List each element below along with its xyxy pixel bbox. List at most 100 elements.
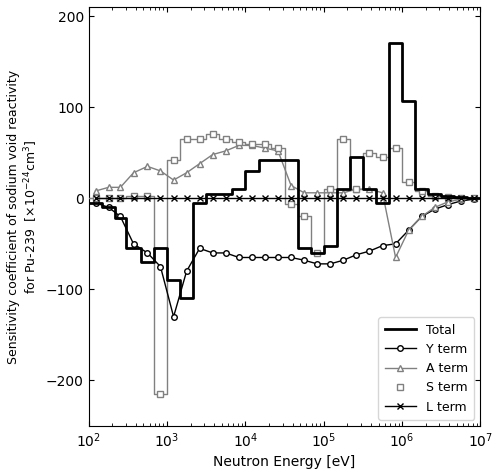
Y term bbox=[366, 248, 372, 254]
S term bbox=[314, 250, 320, 256]
Y term bbox=[210, 250, 216, 256]
Y-axis label: Sensitivity coefficient of sodium void reactivity
for Pu-239  [×10$^{-24}$cm$^3$: Sensitivity coefficient of sodium void r… bbox=[7, 69, 40, 364]
S term bbox=[432, 193, 438, 198]
Y term bbox=[92, 200, 98, 206]
S term bbox=[275, 145, 281, 151]
S term bbox=[471, 196, 477, 201]
Line: S term: S term bbox=[93, 132, 476, 397]
L term bbox=[314, 196, 320, 201]
Line: Total: Total bbox=[88, 43, 480, 298]
L term bbox=[380, 196, 386, 201]
Line: Y term: Y term bbox=[93, 197, 476, 319]
Total bbox=[216, 191, 222, 197]
S term bbox=[106, 196, 112, 201]
Total bbox=[230, 191, 235, 197]
A term bbox=[118, 185, 124, 190]
S term bbox=[380, 154, 386, 160]
Y term bbox=[170, 314, 176, 319]
A term bbox=[223, 148, 229, 154]
Y term bbox=[354, 252, 360, 258]
L term bbox=[106, 196, 112, 201]
A term bbox=[406, 228, 411, 233]
L term bbox=[144, 196, 150, 201]
S term bbox=[118, 196, 124, 201]
A term bbox=[471, 196, 477, 201]
L term bbox=[288, 196, 294, 201]
L term bbox=[458, 196, 464, 201]
L term bbox=[118, 196, 124, 201]
Y term bbox=[236, 255, 242, 260]
Line: A term: A term bbox=[92, 142, 477, 261]
S term bbox=[354, 186, 360, 192]
S term bbox=[196, 136, 202, 142]
A term bbox=[130, 170, 136, 176]
L term bbox=[249, 196, 255, 201]
S term bbox=[144, 193, 150, 198]
S term bbox=[445, 195, 451, 200]
Line: L term: L term bbox=[93, 196, 476, 201]
S term bbox=[236, 139, 242, 145]
L term bbox=[92, 196, 98, 201]
Y term bbox=[301, 258, 307, 263]
L term bbox=[236, 196, 242, 201]
Y term bbox=[130, 241, 136, 247]
A term bbox=[354, 186, 360, 192]
Total bbox=[478, 196, 484, 201]
L term bbox=[262, 196, 268, 201]
A term bbox=[380, 190, 386, 196]
L term bbox=[130, 196, 136, 201]
L term bbox=[301, 196, 307, 201]
A term bbox=[184, 170, 190, 176]
S term bbox=[184, 136, 190, 142]
S term bbox=[340, 136, 346, 142]
Y term bbox=[314, 261, 320, 267]
A term bbox=[236, 143, 242, 149]
L term bbox=[392, 196, 398, 201]
X-axis label: Neutron Energy [eV]: Neutron Energy [eV] bbox=[214, 455, 356, 469]
Y term bbox=[184, 268, 190, 274]
S term bbox=[92, 196, 98, 201]
L term bbox=[471, 196, 477, 201]
Total bbox=[203, 191, 209, 197]
Y term bbox=[118, 214, 124, 219]
S term bbox=[262, 141, 268, 147]
S term bbox=[288, 201, 294, 207]
S term bbox=[458, 196, 464, 201]
A term bbox=[458, 196, 464, 202]
A term bbox=[418, 214, 424, 219]
A term bbox=[445, 199, 451, 205]
S term bbox=[170, 157, 176, 163]
L term bbox=[340, 196, 346, 201]
Y term bbox=[340, 258, 346, 263]
A term bbox=[340, 190, 346, 196]
S term bbox=[392, 145, 398, 151]
Y term bbox=[406, 228, 411, 233]
Y term bbox=[380, 243, 386, 248]
L term bbox=[196, 196, 202, 201]
L term bbox=[158, 196, 164, 201]
Y term bbox=[223, 250, 229, 256]
Y term bbox=[418, 214, 424, 219]
Y term bbox=[275, 255, 281, 260]
Total bbox=[86, 200, 91, 206]
Total bbox=[177, 296, 183, 301]
L term bbox=[445, 196, 451, 201]
Total bbox=[190, 200, 196, 206]
A term bbox=[288, 183, 294, 188]
A term bbox=[196, 161, 202, 167]
Y term bbox=[392, 241, 398, 247]
L term bbox=[354, 196, 360, 201]
L term bbox=[432, 196, 438, 201]
Y term bbox=[458, 198, 464, 204]
Y term bbox=[328, 261, 334, 267]
Y term bbox=[432, 207, 438, 212]
S term bbox=[328, 186, 334, 192]
Y term bbox=[158, 264, 164, 269]
A term bbox=[328, 190, 334, 196]
S term bbox=[418, 188, 424, 194]
A term bbox=[366, 186, 372, 192]
A term bbox=[170, 177, 176, 183]
L term bbox=[170, 196, 176, 201]
Legend: Total, Y term, A term, S term, L term: Total, Y term, A term, S term, L term bbox=[378, 317, 474, 420]
S term bbox=[406, 179, 411, 185]
